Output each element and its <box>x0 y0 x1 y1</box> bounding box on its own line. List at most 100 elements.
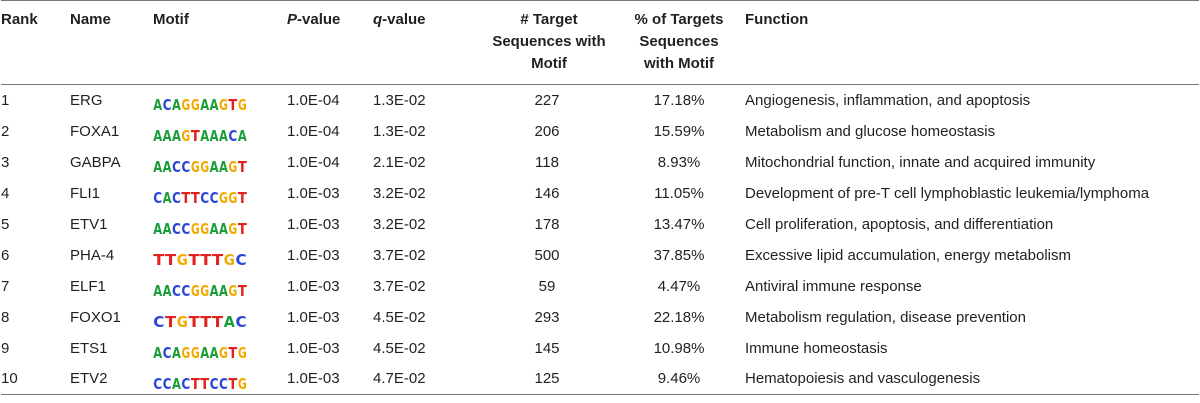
percent-cell: 13.47% <box>653 215 705 233</box>
motif-letter: G <box>191 96 200 114</box>
motif-letter: G <box>219 96 228 114</box>
name-cell: ETV2 <box>70 370 108 388</box>
pvalue-cell: 1.0E-04 <box>287 153 340 171</box>
motif-letter: A <box>172 344 181 362</box>
motif-letter: A <box>238 127 247 145</box>
pvalue-cell: 1.0E-03 <box>287 246 340 264</box>
table-row: 7 ELF1 A A C C G G A A G T 1.0E-03 3.7E-02 59 4.47% Anti… <box>1 271 1199 302</box>
percent-cell: 11.05% <box>654 184 704 202</box>
header-qvalue: q-value <box>373 11 426 28</box>
rank-cell: 4 <box>1 184 10 202</box>
name-cell: ETV1 <box>70 215 108 233</box>
qvalue-cell: 3.2E-02 <box>373 184 426 202</box>
pvalue-cell: 1.0E-03 <box>287 277 340 295</box>
motif-letter: A <box>153 344 162 362</box>
motif-letter: G <box>200 282 209 300</box>
motif-letter: C <box>181 158 190 176</box>
motif-letter: T <box>238 189 247 207</box>
rank-cell: 10 <box>1 370 18 388</box>
pvalue-cell: 1.0E-04 <box>287 122 340 140</box>
motif-letter: C <box>163 375 172 393</box>
motif-letter: T <box>191 189 201 207</box>
motif-letter: T <box>238 220 247 238</box>
header-name: Name <box>70 11 111 28</box>
motif-letter: T <box>238 282 247 300</box>
name-cell: FOXO1 <box>70 308 121 326</box>
targets-cell: 178 <box>534 215 560 233</box>
percent-cell: 9.46% <box>657 370 701 388</box>
motif-letter: C <box>228 127 237 145</box>
function-cell: Hematopoiesis and vasculogenesis <box>745 370 981 388</box>
rank-cell: 2 <box>1 122 10 140</box>
motif-letter: C <box>181 282 190 300</box>
motif-letter: A <box>172 96 181 114</box>
motif-letter: G <box>191 220 200 238</box>
motif-letter: T <box>228 375 238 393</box>
motif-letter: A <box>163 282 172 300</box>
header-function: Function <box>745 11 809 28</box>
header-percent-targets: % of Targets Sequences with Motif <box>634 11 724 72</box>
qvalue-cell: 4.7E-02 <box>373 370 426 388</box>
motif-letter: G <box>224 251 235 269</box>
percent-cell: 37.85% <box>653 246 705 264</box>
name-cell: FOXA1 <box>70 122 120 140</box>
targets-cell: 125 <box>534 370 560 388</box>
motif-letter: G <box>177 251 188 269</box>
motif-letter: A <box>219 127 228 145</box>
motif-letter: A <box>163 189 172 207</box>
qvalue-cell: 3.2E-02 <box>373 215 426 233</box>
header-target-sequences: # Target Sequences with Motif <box>492 11 606 72</box>
qvalue-cell: 4.5E-02 <box>373 308 426 326</box>
motif-letter: A <box>153 220 162 238</box>
motif-letter: A <box>200 96 209 114</box>
qvalue-cell: 1.3E-02 <box>373 122 426 140</box>
pvalue-cell: 1.0E-03 <box>287 308 340 326</box>
percent-cell: 15.59% <box>653 122 705 140</box>
percent-cell: 22.18% <box>653 308 705 326</box>
table-row: 8 FOXO1 C T G T T T A C 1.0E-03 4.5E-02 293 22.18% Met… <box>1 302 1199 333</box>
rank-cell: 1 <box>1 91 10 109</box>
motif-letter: G <box>200 158 209 176</box>
motif-letter: T <box>200 313 212 331</box>
motif-letter: A <box>172 375 181 393</box>
motif-letter: C <box>153 313 164 331</box>
pvalue-cell: 1.0E-03 <box>287 215 340 233</box>
table-row: 10 ETV2 C C A C T T C C T G 1.0E-03 4.7E-02 125 9.46% He… <box>1 364 1199 395</box>
table-row: 5 ETV1 A A C C G G A A G T 1.0E-03 3.2E-02 178 13.47% Ce… <box>1 209 1199 240</box>
motif-letter: C <box>172 220 181 238</box>
motif-letter: C <box>172 158 181 176</box>
motif-letter: A <box>153 96 162 114</box>
percent-cell: 17.18% <box>653 91 705 109</box>
motif-letter: T <box>212 251 224 269</box>
motif-letter: C <box>200 189 209 207</box>
pvalue-cell: 1.0E-04 <box>287 91 340 109</box>
motif-letter: A <box>163 158 172 176</box>
targets-cell: 145 <box>534 339 560 357</box>
rank-cell: 7 <box>1 277 10 295</box>
table-row: 2 FOXA1 A A A G T A A A C A 1.0E-04 1.3E-02 206 15.59% M… <box>1 116 1199 147</box>
motif-letter: C <box>163 344 172 362</box>
motif-letter: C <box>153 189 162 207</box>
motif-letter: G <box>238 96 247 114</box>
motif-letter: C <box>236 313 247 331</box>
motif-letter: A <box>200 344 209 362</box>
motif-letter: T <box>200 375 210 393</box>
motif-letter: A <box>153 158 162 176</box>
rank-cell: 8 <box>1 308 10 326</box>
motif-letter: A <box>219 282 228 300</box>
motif-letter: T <box>189 313 201 331</box>
motif-letter: G <box>238 375 247 393</box>
motif-letter: A <box>172 127 181 145</box>
motif-letter: T <box>212 313 224 331</box>
motif-letter: A <box>219 158 228 176</box>
motif-letter: T <box>191 375 201 393</box>
